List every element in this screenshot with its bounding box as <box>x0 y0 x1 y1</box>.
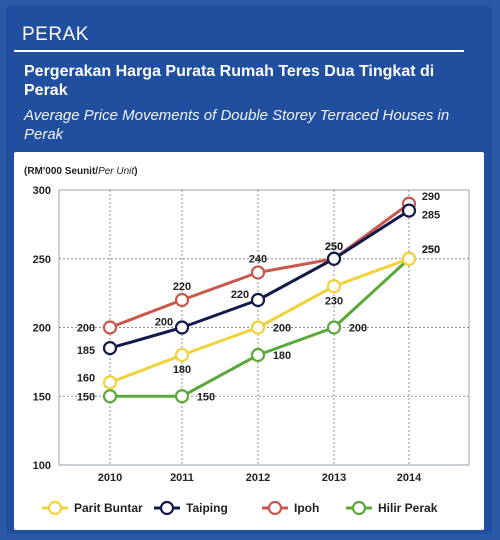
x-tick-label: 2013 <box>322 472 346 484</box>
legend-item-parit-buntar: Parit Buntar <box>42 500 143 516</box>
data-point <box>250 320 266 335</box>
data-point <box>250 292 266 308</box>
data-label: 285 <box>422 210 440 222</box>
line-chart: (RM'000 Seunit/Per Unit) 100 150 200 250 300… <box>24 166 470 516</box>
x-tick-label: 2014 <box>397 472 422 484</box>
data-point <box>102 375 118 390</box>
series-layer: 150 150 180 200 250 160 180 200 230 250 200 220 240 2… <box>77 191 440 404</box>
chart-header: PERAK Pergerakan Harga Purata Rumah Tere… <box>14 10 484 160</box>
chart-title-malay: Pergerakan Harga Purata Rumah Teres Dua … <box>24 63 435 99</box>
legend-item-taiping: Taiping <box>154 500 228 516</box>
data-label: 200 <box>349 323 367 335</box>
data-label: 150 <box>77 391 95 403</box>
legend-item-ipoh: Ipoh <box>262 500 319 516</box>
data-point <box>401 251 417 266</box>
legend-item-hilir-perak: Hilir Perak <box>346 500 438 516</box>
legend-marker <box>47 500 63 516</box>
data-label: 200 <box>77 323 95 335</box>
y-tick-label: 200 <box>33 323 51 335</box>
data-point <box>401 203 417 218</box>
legend-label: Taiping <box>186 501 228 515</box>
data-point <box>174 347 190 363</box>
data-label: 290 <box>422 191 440 203</box>
data-point <box>326 320 342 335</box>
y-tick-label: 100 <box>33 460 51 472</box>
legend: Parit Buntar Taiping Ipoh Hilir Perak <box>42 500 438 516</box>
series-parit-buntar: 160 180 200 230 250 <box>77 244 440 390</box>
data-label: 230 <box>325 295 343 307</box>
y-tick-label: 300 <box>33 185 51 197</box>
data-point <box>174 389 190 404</box>
data-point <box>326 251 342 266</box>
region-label: PERAK <box>22 24 89 45</box>
data-point <box>326 279 342 294</box>
legend-marker <box>351 500 367 516</box>
data-label: 250 <box>422 244 440 256</box>
data-point <box>102 341 118 356</box>
data-label: 250 <box>325 241 343 253</box>
data-point <box>102 320 118 335</box>
data-point <box>250 265 266 280</box>
data-point <box>174 292 190 308</box>
data-label: 180 <box>273 350 291 362</box>
legend-label: Parit Buntar <box>74 501 143 515</box>
data-label: 200 <box>273 323 291 335</box>
axis-layer: 100 150 200 250 300 2010 2011 2012 2013 2014 <box>33 185 422 484</box>
header-divider <box>14 50 464 52</box>
legend-label: Hilir Perak <box>378 501 438 515</box>
legend-label: Ipoh <box>294 501 319 515</box>
x-tick-label: 2011 <box>170 472 194 484</box>
data-label: 200 <box>155 317 173 329</box>
data-label: 160 <box>77 373 95 385</box>
chart-title-english: Average Price Movements of Double Storey… <box>24 107 450 143</box>
y-tick-label: 150 <box>33 391 51 403</box>
legend-marker <box>267 500 283 516</box>
y-tick-label: 250 <box>33 254 51 266</box>
data-label: 250 <box>422 244 440 256</box>
data-label: 150 <box>197 391 215 403</box>
data-point <box>102 389 118 404</box>
series-taiping: 185 200 220 250 285 <box>77 203 440 357</box>
data-label: 220 <box>173 281 191 293</box>
x-tick-label: 2012 <box>246 472 270 484</box>
data-label: 220 <box>231 289 249 301</box>
data-label: 185 <box>77 345 95 357</box>
y-axis-label: (RM'000 Seunit/Per Unit) <box>24 166 138 177</box>
data-label: 240 <box>249 254 267 266</box>
x-tick-label: 2010 <box>98 472 122 484</box>
data-label: 250 <box>325 241 343 253</box>
data-point <box>174 320 190 335</box>
data-point <box>250 347 266 363</box>
chart-panel: (RM'000 Seunit/Per Unit) 100 150 200 250 300… <box>14 152 484 530</box>
data-label: 180 <box>173 364 191 376</box>
legend-marker <box>159 500 175 516</box>
